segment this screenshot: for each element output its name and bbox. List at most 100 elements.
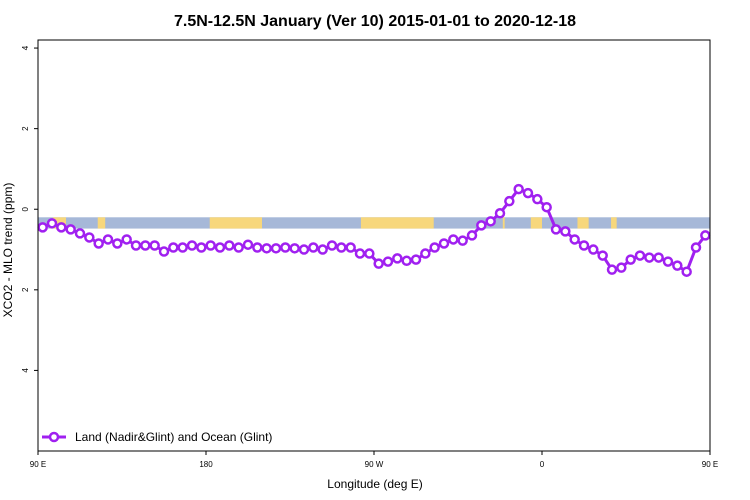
data-point [130, 240, 142, 251]
land-segment [530, 217, 542, 229]
x-tick-label: 0 [540, 460, 545, 469]
data-point [373, 258, 384, 269]
data-point [392, 253, 403, 264]
data-point [550, 224, 562, 235]
data-point [205, 240, 216, 251]
land-segment [360, 217, 434, 229]
land-segment [209, 217, 262, 229]
data-point [438, 238, 450, 249]
data-point [317, 244, 328, 255]
x-axis: 90 E 180 90 W 0 90 E [30, 451, 718, 469]
data-point [56, 222, 67, 233]
data-point [46, 218, 58, 229]
y-tick-label: 2 [21, 126, 30, 131]
data-point [569, 234, 580, 245]
data-point [214, 242, 226, 253]
y-tick-label: 4 [21, 368, 30, 373]
data-point [504, 195, 515, 207]
data-point [354, 248, 366, 259]
x-tick-label: 90 E [30, 460, 46, 469]
data-point [625, 254, 636, 265]
data-point [485, 216, 496, 227]
data-point [364, 248, 375, 259]
data-point [74, 228, 86, 239]
y-tick-label: 0 [21, 206, 30, 211]
y-axis: 4 2 0 2 4 [21, 45, 38, 373]
data-point [233, 242, 244, 253]
data-point [102, 234, 114, 245]
y-tick-label: 4 [21, 45, 30, 50]
y-tick-label: 2 [21, 287, 30, 292]
legend-label: Land (Nadir&Glint) and Ocean (Glint) [75, 430, 272, 444]
data-point [196, 242, 207, 253]
data-point [84, 232, 95, 243]
data-point [457, 235, 468, 246]
data-point [606, 264, 618, 275]
data-point [158, 246, 170, 257]
data-point [532, 193, 543, 205]
data-point [280, 242, 291, 253]
data-point [410, 254, 422, 265]
data-point [345, 242, 356, 253]
data-point [681, 266, 692, 277]
data-point [177, 242, 188, 253]
data-point [93, 238, 104, 249]
data-point [270, 243, 282, 254]
data-point [121, 234, 132, 245]
data-point [242, 239, 254, 250]
data-point [448, 234, 459, 245]
data-point [700, 230, 711, 241]
x-tick-label: 90 W [365, 460, 384, 469]
data-point [336, 242, 347, 253]
data-point [326, 240, 338, 251]
data-point [252, 242, 263, 253]
data-point [578, 240, 590, 251]
x-tick-label: 180 [199, 460, 213, 469]
data-point [140, 240, 151, 251]
data-point [588, 244, 599, 255]
land-segment [97, 217, 106, 229]
data-point [261, 243, 272, 254]
series-points [37, 183, 711, 277]
data-point [186, 240, 198, 251]
legend-marker [48, 431, 60, 443]
data-point [662, 256, 674, 267]
y-axis-label: XCO2 - MLO trend (ppm) [1, 183, 15, 318]
data-point [616, 262, 627, 273]
data-point [112, 238, 123, 249]
data-point [653, 252, 664, 263]
data-point [168, 242, 179, 253]
data-point [690, 242, 702, 253]
data-point [466, 230, 478, 241]
x-tick-label: 90 E [702, 460, 718, 469]
data-point [289, 243, 300, 254]
legend: Land (Nadir&Glint) and Ocean (Glint) [42, 430, 272, 444]
data-point [541, 201, 552, 213]
data-point [522, 187, 534, 199]
data-point [560, 226, 571, 237]
data-point [401, 255, 412, 267]
data-point [308, 242, 319, 253]
data-point [65, 224, 76, 235]
data-point [224, 240, 235, 251]
x-axis-label: Longitude (deg E) [327, 477, 422, 491]
data-point [382, 256, 394, 267]
data-point [634, 250, 646, 261]
data-point [476, 220, 487, 231]
land-segment [611, 217, 617, 229]
data-point [420, 248, 431, 259]
data-point [644, 252, 655, 263]
chart-title: 7.5N-12.5N January (Ver 10) 2015-01-01 t… [174, 13, 576, 30]
data-point [298, 244, 310, 255]
land-segment [502, 217, 505, 229]
plot-frame [37, 39, 711, 452]
data-point [37, 222, 48, 233]
data-point [494, 208, 506, 219]
data-point [597, 250, 608, 261]
data-point [149, 240, 160, 251]
data-point [429, 242, 440, 253]
data-point [672, 260, 683, 271]
land-segment [577, 217, 589, 229]
data-point [513, 183, 524, 195]
